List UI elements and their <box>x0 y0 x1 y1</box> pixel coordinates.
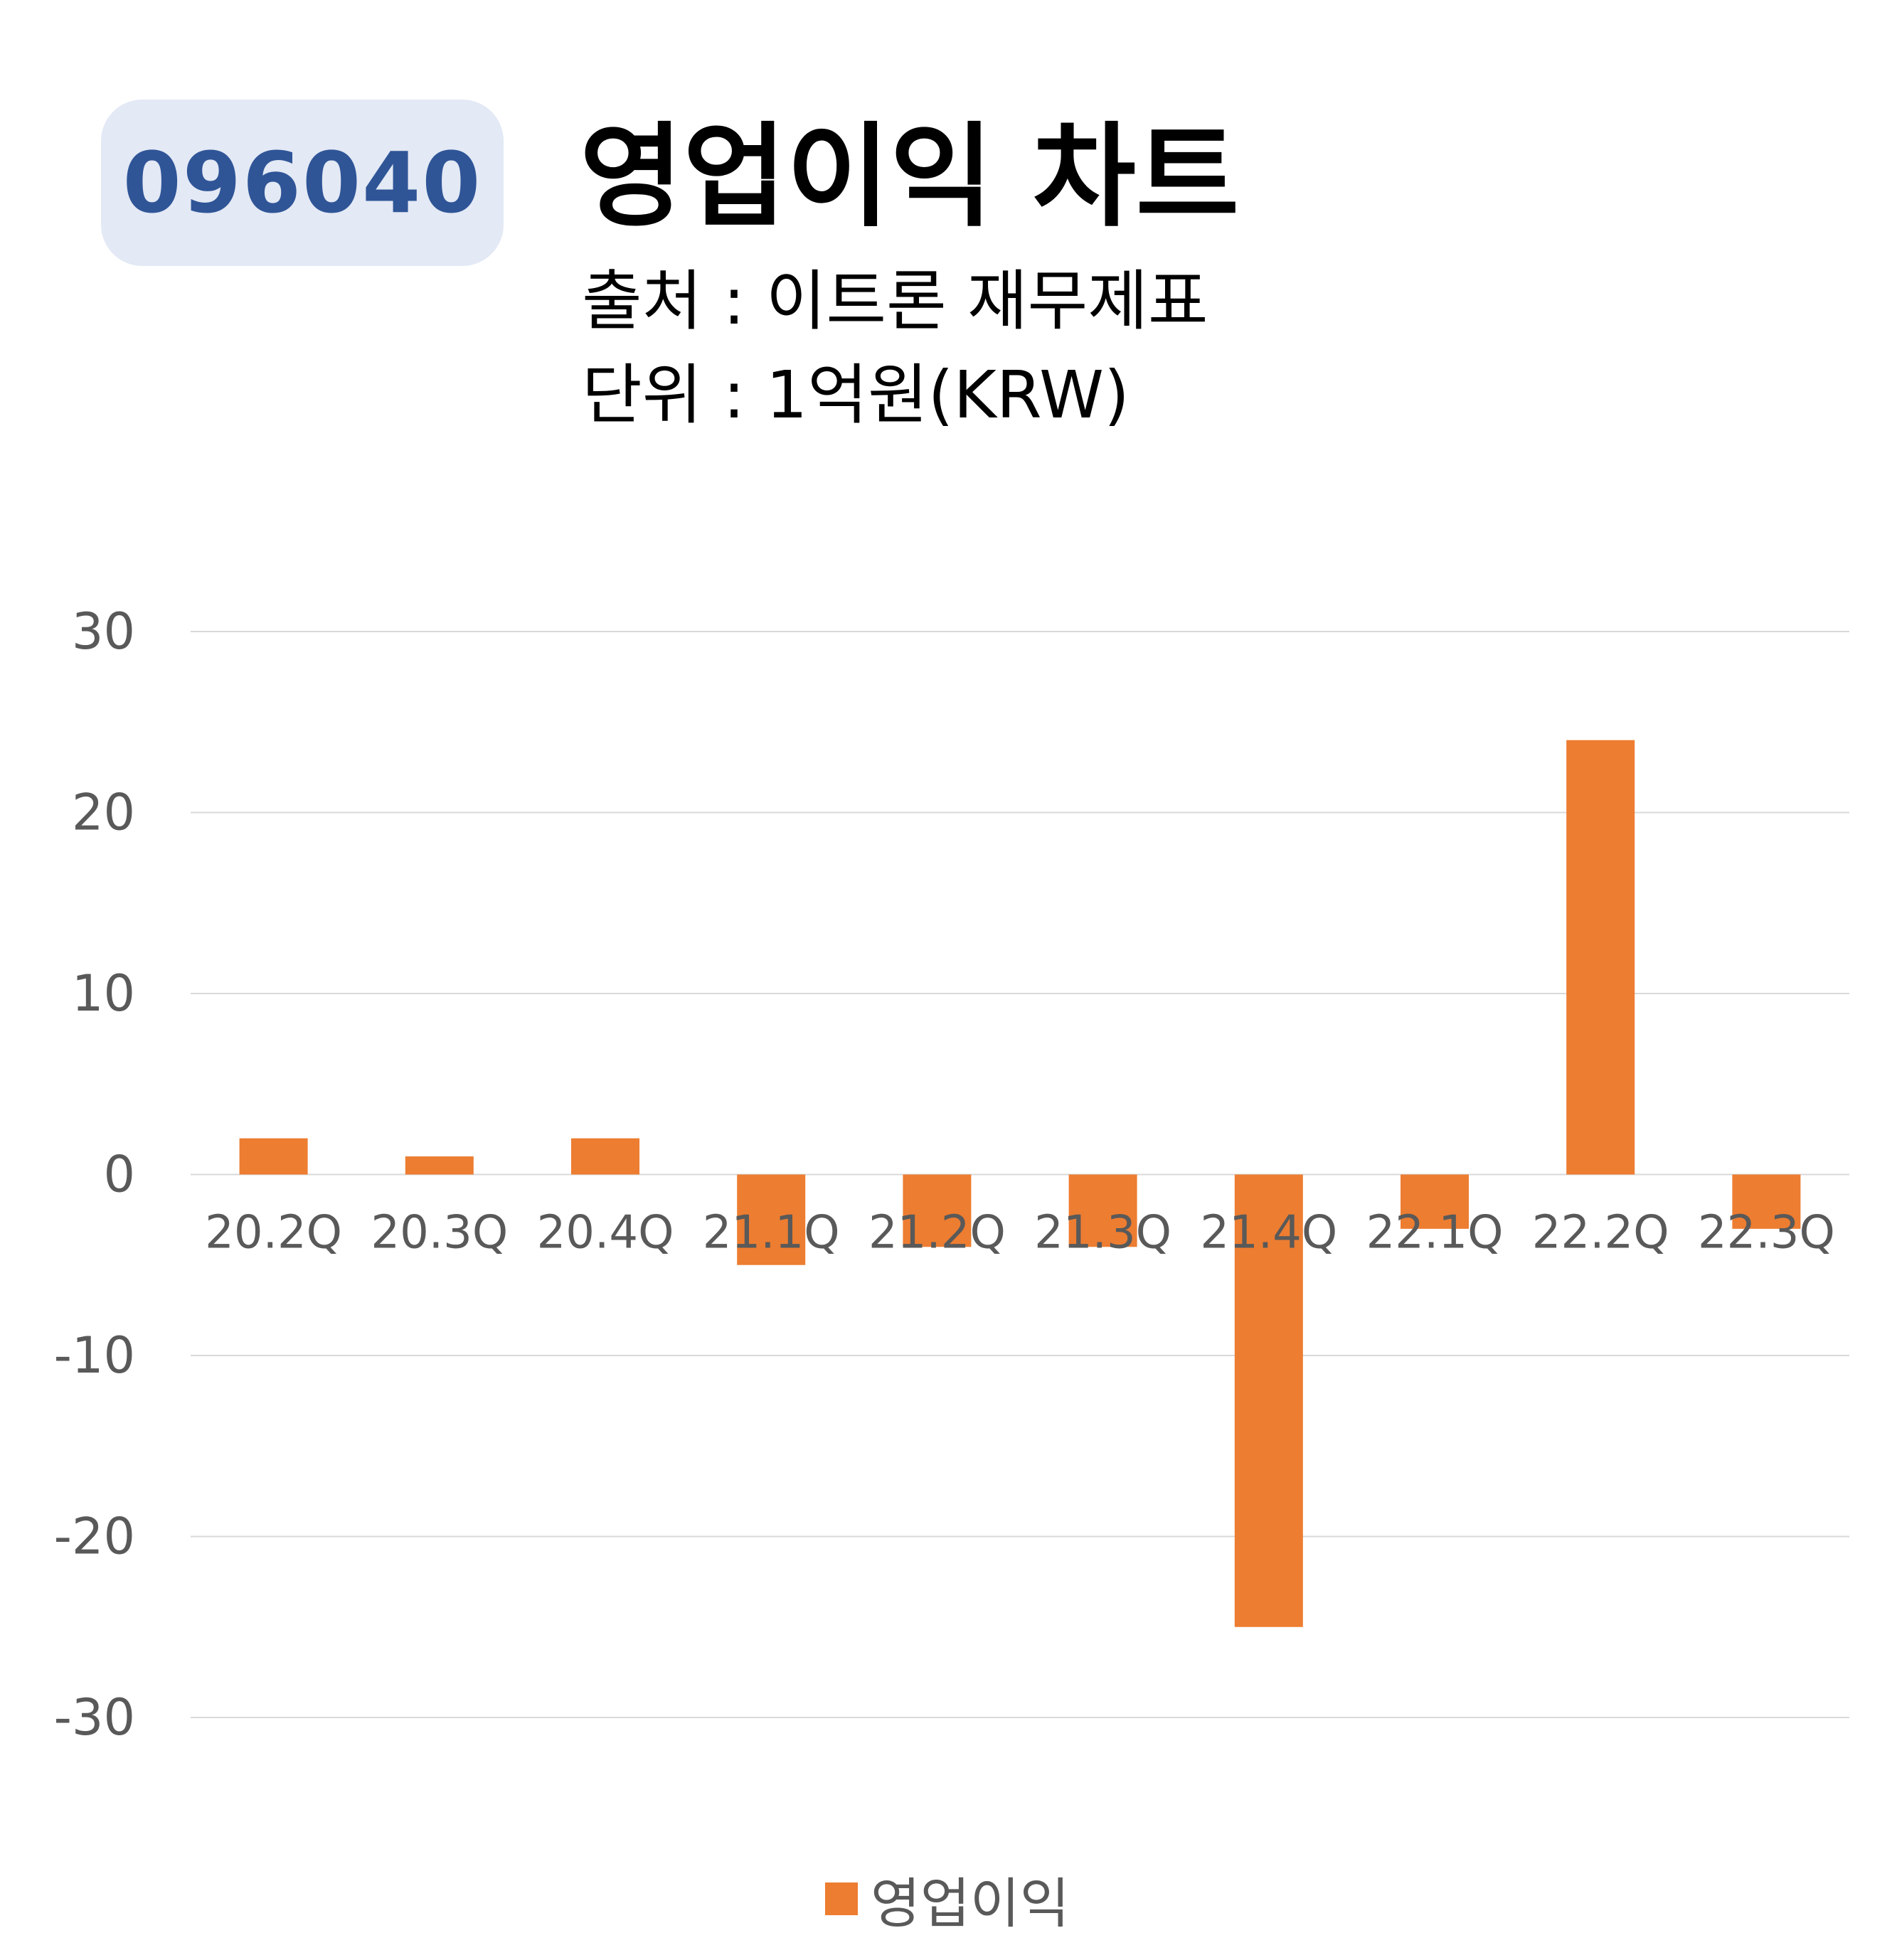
legend-swatch <box>825 1882 858 1915</box>
bar-22.3Q <box>1732 1174 1801 1229</box>
x-tick-label: 21.3Q <box>1034 1207 1171 1259</box>
y-tick-label: 30 <box>72 602 135 661</box>
y-tick-label: 10 <box>72 964 135 1023</box>
y-tick-label: -20 <box>54 1508 135 1566</box>
bar-21.2Q <box>903 1174 972 1247</box>
y-tick-label: 20 <box>72 784 135 842</box>
bar-20.2Q <box>239 1138 308 1175</box>
x-tick-label: 20.2Q <box>205 1207 342 1259</box>
bar-20.4Q <box>571 1138 639 1175</box>
bar-22.2Q <box>1566 740 1635 1175</box>
y-tick-label: -10 <box>54 1326 135 1385</box>
x-tick-label: 22.3Q <box>1698 1207 1835 1259</box>
x-tick-label: 22.1Q <box>1366 1207 1504 1259</box>
bar-21.4Q <box>1234 1174 1303 1627</box>
y-tick-label: -30 <box>54 1688 135 1747</box>
y-tick-label: 0 <box>103 1146 135 1204</box>
bars <box>239 740 1801 1627</box>
x-tick-label: 22.2Q <box>1532 1207 1669 1259</box>
source-text: 출처 : 이트론 재무제표 <box>582 263 1208 339</box>
legend: 영업이익 <box>825 1860 1070 1938</box>
bar-20.3Q <box>405 1156 474 1175</box>
x-tick-label: 20.4Q <box>537 1207 674 1259</box>
x-tick-label: 21.1Q <box>703 1207 840 1259</box>
legend-label: 영업이익 <box>871 1872 1070 1935</box>
x-tick-label: 21.4Q <box>1200 1207 1337 1259</box>
y-axis-ticks: 30 20 10 0 -10 -20 -30 <box>54 602 135 1747</box>
chart-title: 영업이익 차트 <box>580 112 1240 243</box>
stock-code-badge: 096040 <box>101 100 504 266</box>
x-axis-labels: 20.2Q 20.3Q 20.4Q 21.1Q 21.2Q 21.3Q 21.4Q 22.1Q… <box>205 1207 1835 1259</box>
x-tick-label: 21.2Q <box>868 1207 1006 1259</box>
bar-22.1Q <box>1401 1174 1469 1229</box>
bar-21.1Q <box>737 1174 806 1265</box>
x-tick-label: 20.3Q <box>371 1207 508 1259</box>
bar-21.3Q <box>1068 1174 1137 1247</box>
unit-text: 단위 : 1억원(KRW) <box>582 357 1130 433</box>
stock-code: 096040 <box>122 134 482 232</box>
